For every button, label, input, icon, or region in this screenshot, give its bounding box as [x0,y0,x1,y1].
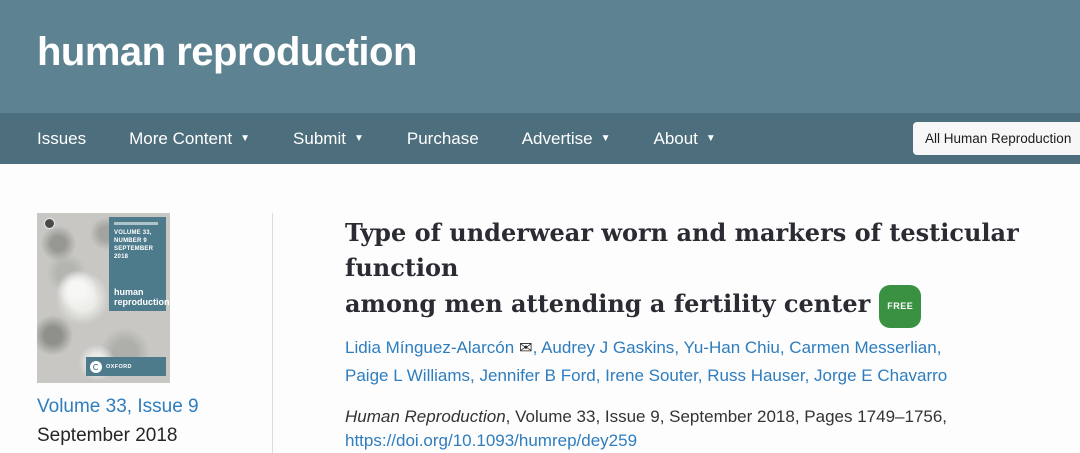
nav-item-advertise[interactable]: Advertise ▼ [522,129,611,149]
cover-corner-logo [44,218,55,229]
author-link[interactable]: Paige L Williams [345,366,471,385]
nav-item-submit[interactable]: Submit ▼ [293,129,364,149]
author-separator: , [804,366,815,385]
issue-sidebar: VOLUME 33, NUMBER 9 SEPTEMBER 2018 human… [37,213,247,447]
nav-item-label: Submit [293,128,346,148]
author-link[interactable]: Yu-Han Chiu [683,338,780,357]
cover-journal-name: human reproduction [114,287,170,307]
cover-publisher-bar: OXFORD [86,357,166,376]
cover-issue-date: SEPTEMBER 2018 [114,246,154,260]
nav-item-label: Advertise [521,128,593,148]
article-title-line2: among men attending a fertility center FR… [345,285,1025,328]
author-separator: , [779,338,790,357]
free-access-badge[interactable]: FREE [879,285,922,328]
journal-scope-select[interactable]: All Human Reproduction ▼ [913,122,1080,155]
chevron-down-icon: ▼ [240,133,251,144]
chevron-down-icon: ▼ [353,133,364,144]
author-link[interactable]: Russ Hauser [707,366,805,385]
doi-link[interactable]: https://doi.org/10.1093/humrep/dey259 [345,431,638,450]
cover-tiny-text-strip [114,222,159,225]
oxford-logo: OXFORD [106,363,132,370]
author-list: Lidia Mínguez-Alarcón ✉, Audrey J Gaskins… [345,334,1025,389]
author-separator: , [936,338,942,357]
nav-item-label: Purchase [406,128,479,148]
nav-items: Issues More Content ▼ Submit ▼ Purchase Ad… [37,113,716,164]
nav-item-more-content[interactable]: More Content ▼ [129,129,250,149]
journal-banner: human reproduction [0,0,1080,113]
issue-date: September 2018 [37,425,178,446]
cover-issue-number: VOLUME 33, NUMBER 9 [114,230,152,244]
author-line: Lidia Mínguez-Alarcón ✉, Audrey J Gaskins… [345,334,1025,362]
nav-item-label: Issues [37,128,87,148]
author-link[interactable]: Carmen Messerlian [789,338,937,357]
journal-title: human reproduction [37,30,417,74]
article-header: Type of underwear worn and markers of te… [345,215,1025,453]
scope-select-value: All Human Reproduction [925,131,1072,146]
author-link[interactable]: Jennifer B Ford [479,366,596,385]
issue-link[interactable]: Volume 33, Issue 9 [37,396,199,417]
cover-title-panel: VOLUME 33, NUMBER 9 SEPTEMBER 2018 human… [109,217,170,311]
author-link[interactable]: Lidia Mínguez-Alarcón [345,338,515,357]
author-separator: , [595,366,606,385]
eshre-swirl-icon [93,363,99,370]
eshre-logo [90,360,102,373]
issue-cover-thumbnail[interactable]: VOLUME 33, NUMBER 9 SEPTEMBER 2018 human… [37,213,170,383]
chevron-down-icon: ▼ [705,133,716,144]
author-link[interactable]: Irene Souter [605,366,698,385]
article-title-line1: Type of underwear worn and markers of te… [345,218,1019,282]
nav-item-about[interactable]: About ▼ [653,129,715,149]
author-separator: , [674,338,684,357]
author-link[interactable]: Jorge E Chavarro [814,366,948,385]
nav-item-label: About [653,128,698,148]
author-separator: , [697,366,708,385]
main-nav: Issues More Content ▼ Submit ▼ Purchase Ad… [0,113,1080,164]
author-separator: , [532,338,542,357]
email-icon[interactable]: ✉ [519,340,533,357]
vertical-divider [272,213,273,453]
author-separator: , [470,366,480,385]
citation-line: Human Reproduction, Volume 33, Issue 9, … [345,405,1025,429]
citation-journal-name: Human Reproduction [345,407,506,426]
nav-item-label: More Content [129,128,233,148]
citation-details: , Volume 33, Issue 9, September 2018, Pa… [505,407,948,426]
article-title: Type of underwear worn and markers of te… [345,215,1025,328]
chevron-down-icon: ▼ [600,133,611,144]
author-link[interactable]: Audrey J Gaskins [541,338,675,357]
author-line: Paige L Williams, Jennifer B Ford, Irene… [345,362,1025,389]
nav-item-issues[interactable]: Issues [37,129,86,149]
nav-item-purchase[interactable]: Purchase [407,129,479,149]
